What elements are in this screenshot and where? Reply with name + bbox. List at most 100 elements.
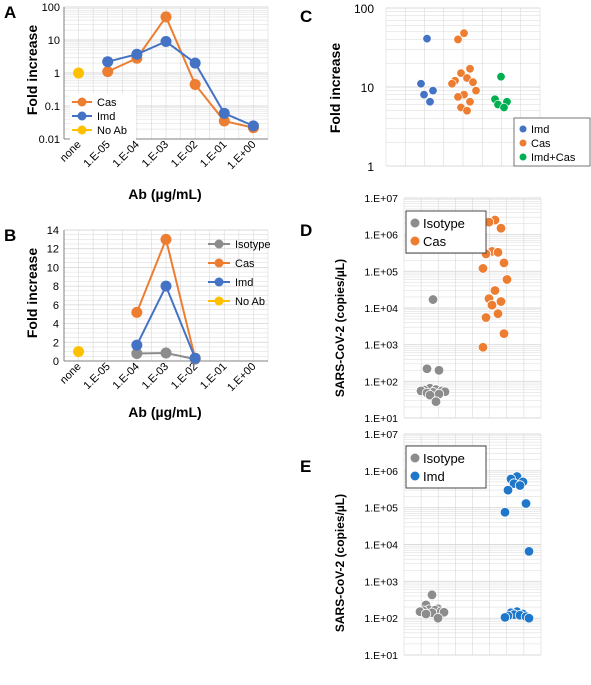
panel-d-ylabel: SARS-CoV-2 (copies/µL) <box>333 259 347 397</box>
panel-e-ytick-label: 1.E+04 <box>364 540 398 552</box>
panel-b: B Fold increase Ab (µg/mL) <box>4 226 202 420</box>
panel-a-point-imd <box>160 36 172 48</box>
panel-e-legend-box <box>405 445 487 489</box>
panel-b-xlabel: Ab (µg/mL) <box>128 404 201 420</box>
panel-e-point-isotype <box>426 589 438 601</box>
panel-d-point-cas <box>498 328 510 339</box>
panel-a-point-imd <box>247 120 259 132</box>
panel-a-xtick-label: 1.E+00 <box>225 139 258 172</box>
panel-b-legend-marker <box>214 277 224 287</box>
panel-d-point-cas <box>495 296 507 307</box>
panel-d-ytick-label: 1.E+05 <box>364 266 398 278</box>
panel-e-point-isotype <box>432 612 444 624</box>
panel-d: D SARS-CoV-2 (copies/µL) <box>300 221 347 397</box>
panel-e-point-imd <box>499 507 511 518</box>
panel-d-point-cas <box>498 257 510 269</box>
panel-c-point-imd <box>422 34 432 44</box>
panel-e-legend-label: Isotype <box>423 451 465 466</box>
panel-b-legend-label: Cas <box>235 258 255 270</box>
panel-d-legend-box <box>405 210 487 254</box>
panel-c-point-cas <box>453 92 463 102</box>
panel-e-ytick-label: 1.E+05 <box>364 503 398 515</box>
panel-d-legend-label: Isotype <box>423 216 465 231</box>
panel-a-ytick-label: 0.1 <box>45 101 60 113</box>
panel-a-ytick-label: 10 <box>48 35 60 47</box>
panel-b-ylabel: Fold increase <box>24 248 40 338</box>
panel-a-letter: A <box>4 3 16 22</box>
panel-d-point-isotype <box>424 389 436 401</box>
panel-d-ytick-label: 1.E+06 <box>364 230 398 242</box>
panel-b-ytick-label: 0 <box>53 356 59 368</box>
panel-b-xtick-label: 1.E-03 <box>140 361 171 392</box>
panel-d-point-cas <box>501 274 513 285</box>
panel-c-point-cas <box>462 106 472 116</box>
panel-b-legend-label: No Ab <box>235 296 265 308</box>
panel-c-legend-box <box>513 117 591 167</box>
panel-a-xtick-label: 1.E-05 <box>81 139 112 170</box>
panel-d-point-cas <box>480 312 492 323</box>
panel-b-point-imd <box>131 339 143 351</box>
panel-a-point-imd <box>218 107 230 119</box>
panel-c-legend-label: Imd+Cas <box>531 152 576 164</box>
panel-e: E SARS-CoV-2 (copies/µL) <box>300 457 347 632</box>
panel-e-legend-marker <box>410 453 420 463</box>
panel-d-point-cas <box>492 308 504 319</box>
panel-e-point-imd <box>523 546 535 557</box>
panel-d-point-cas <box>495 223 507 234</box>
panel-e-legend-marker <box>410 471 420 481</box>
panel-e-point-isotype <box>420 608 432 620</box>
panel-c-legend-marker <box>519 125 527 133</box>
panel-a-legend-label: Imd <box>97 111 115 123</box>
panel-a-point-cas <box>218 115 230 127</box>
panel-e-point-imd <box>523 612 535 624</box>
panel-b-ytick-label: 6 <box>53 300 59 312</box>
panel-b-ytick-label: 12 <box>47 244 59 256</box>
panel-a-xtick-label: none <box>58 139 84 165</box>
panel-b-legend-marker <box>214 296 224 306</box>
panel-d-ytick-label: 1.E+03 <box>364 340 398 352</box>
panel-a-legend-label: No Ab <box>97 125 127 137</box>
panel-a-point-cas <box>160 11 172 23</box>
panel-c-point-cas <box>459 28 469 38</box>
panel-d-point-cas <box>492 247 504 258</box>
panel-d-letter: D <box>300 221 312 240</box>
panel-e-ylabel: SARS-CoV-2 (copies/µL) <box>333 494 347 632</box>
panel-c-point-cas <box>465 97 475 107</box>
panel-d-point-cas <box>477 342 489 353</box>
panel-d-ytick-label: 1.E+02 <box>364 376 398 388</box>
panel-b-ytick-label: 2 <box>53 337 59 349</box>
panel-c-point-cas <box>468 77 478 87</box>
panel-b-legend-label: Isotype <box>235 239 270 251</box>
panel-d-point-cas <box>486 299 498 311</box>
panel-c-point-cas <box>456 68 466 78</box>
panel-a-xtick-label: 1.E-02 <box>169 139 200 170</box>
panel-d-legend-marker <box>410 236 420 246</box>
panel-a: A Fold increase Ab (µg/mL) <box>4 3 202 202</box>
panel-c-ytick-label: 10 <box>361 81 375 95</box>
panel-a-legend-marker <box>77 97 87 107</box>
panel-d-point-cas <box>489 285 501 296</box>
panel-e-ytick-label: 1.E+02 <box>364 613 398 625</box>
panel-e-ytick-label: 1.E+07 <box>364 429 398 441</box>
panel-d-point-isotype <box>430 396 442 407</box>
panel-b-ytick-label: 4 <box>53 319 59 331</box>
panel-b-point-isotype <box>160 347 172 359</box>
panel-a-ylabel: Fold increase <box>24 25 40 115</box>
panel-c-point-cas <box>465 64 475 74</box>
panel-b-point-cas <box>160 233 172 245</box>
panel-c-point-imd <box>416 79 426 89</box>
panel-b-xtick-label: none <box>58 361 84 387</box>
panel-b-xtick-label: 1.E-02 <box>169 361 200 392</box>
panel-d-ytick-label: 1.E+04 <box>364 303 398 315</box>
panel-b-xtick-label: 1.E-04 <box>111 361 142 392</box>
panel-e-letter: E <box>300 457 311 476</box>
panel-e-point-imd <box>520 498 532 509</box>
panel-e-point-imd <box>502 484 514 496</box>
panel-e-ytick-label: 1.E+06 <box>364 466 398 478</box>
panel-a-point-cas <box>102 66 114 78</box>
panel-b-point-no-ab <box>73 346 85 358</box>
panel-d-point-isotype <box>427 294 439 305</box>
panel-c-point-imd <box>428 86 438 96</box>
panel-a-ytick-label: 1 <box>54 68 60 80</box>
panel-b-point-cas <box>131 306 143 318</box>
